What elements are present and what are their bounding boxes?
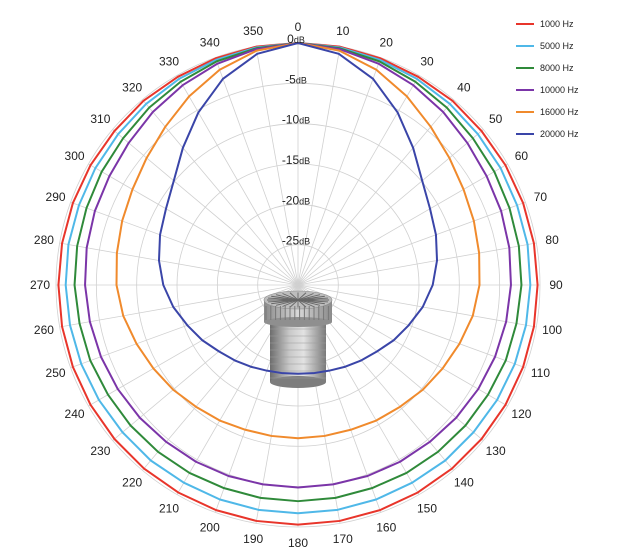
- series-lines: [57, 42, 539, 526]
- angle-tick-label: 160: [376, 520, 396, 534]
- legend: 1000 Hz 5000 Hz 8000 Hz 10000 Hz 16000 Hz 200…: [516, 19, 579, 139]
- radial-tick-label: -5dB: [285, 72, 307, 86]
- legend-label: 1000 Hz: [540, 19, 574, 29]
- angle-tick-label: 150: [417, 501, 437, 515]
- angular-grid-spoke: [112, 129, 299, 286]
- radial-tick-labels: 0dB -5dB -10dB -15dB -20dB -25dB: [282, 32, 310, 248]
- angle-tick-label: 0: [295, 20, 302, 34]
- angle-tick-label: 100: [542, 323, 562, 337]
- angular-grid-spoke: [297, 99, 454, 286]
- series-line: [64, 42, 532, 515]
- angle-tick-label: 120: [511, 407, 531, 421]
- angular-grid-spoke: [142, 99, 299, 286]
- angular-grid-spoke: [214, 57, 299, 286]
- series-line: [157, 42, 439, 375]
- angle-tick-label: 310: [90, 112, 110, 126]
- angle-tick-label: 180: [288, 536, 308, 550]
- angle-tick-label: 260: [34, 323, 54, 337]
- microphone-icon: [263, 290, 333, 388]
- angle-tick-label: 290: [46, 190, 66, 204]
- angular-grid-spoke: [297, 163, 508, 286]
- radial-tick-label: -25dB: [282, 234, 310, 248]
- angular-grid-spoke: [297, 284, 526, 369]
- angular-grid-spoke: [176, 75, 299, 286]
- radial-tick-label: 0dB: [287, 32, 305, 46]
- angular-grid-spoke: [88, 284, 299, 407]
- angle-tick-labels: 0 10 20 30 40 50 60 70 80 90 100 110 120 130 140 150 160…: [30, 20, 563, 550]
- angle-tick-label: 300: [65, 149, 85, 163]
- angular-grid-spoke: [70, 284, 299, 369]
- angular-grid-spoke: [297, 57, 382, 286]
- radial-tick-label: -15dB: [282, 153, 310, 167]
- angular-grid-spoke: [297, 46, 341, 286]
- angle-tick-label: 140: [454, 476, 474, 490]
- legend-label: 16000 Hz: [540, 107, 579, 117]
- series-line: [57, 42, 539, 526]
- angle-tick-label: 350: [243, 24, 263, 38]
- angle-tick-label: 20: [380, 36, 394, 50]
- angular-grid-spoke: [297, 129, 484, 286]
- angular-grid-spoke: [59, 284, 299, 328]
- radial-tick-label: -20dB: [282, 193, 310, 207]
- angle-tick-label: 340: [200, 36, 220, 50]
- angle-tick-label: 210: [159, 501, 179, 515]
- angular-grid-spoke: [297, 242, 537, 286]
- legend-label: 20000 Hz: [540, 129, 579, 139]
- angle-tick-label: 170: [333, 532, 353, 546]
- angle-tick-label: 70: [534, 190, 548, 204]
- angle-tick-label: 50: [489, 112, 503, 126]
- angular-grid-spoke: [297, 284, 508, 407]
- angular-grid-spoke: [297, 201, 526, 286]
- angular-grid: [56, 43, 540, 527]
- angle-tick-label: 270: [30, 278, 50, 292]
- angle-tick-label: 90: [549, 278, 563, 292]
- legend-label: 5000 Hz: [540, 41, 574, 51]
- angular-grid-spoke: [59, 242, 299, 286]
- angle-tick-label: 30: [420, 55, 434, 69]
- series-line: [73, 42, 523, 503]
- angle-tick-label: 60: [515, 149, 529, 163]
- angular-grid-spoke: [297, 284, 537, 328]
- angular-grid-spoke: [255, 46, 299, 286]
- angular-grid-spoke: [297, 75, 420, 286]
- legend-label: 8000 Hz: [540, 63, 574, 73]
- angle-tick-label: 200: [200, 520, 220, 534]
- angle-tick-label: 280: [34, 233, 54, 247]
- angle-tick-label: 320: [122, 80, 142, 94]
- angle-tick-label: 10: [336, 24, 350, 38]
- radial-tick-label: -10dB: [282, 113, 310, 127]
- angle-tick-label: 190: [243, 532, 263, 546]
- angular-grid-spoke: [70, 201, 299, 286]
- angular-grid-spoke: [88, 163, 299, 286]
- series-line: [115, 42, 481, 440]
- angle-tick-label: 240: [65, 407, 85, 421]
- angle-tick-label: 220: [122, 476, 142, 490]
- angle-tick-label: 80: [545, 233, 559, 247]
- angle-tick-label: 230: [90, 444, 110, 458]
- angle-tick-label: 250: [46, 366, 66, 380]
- angle-tick-label: 330: [159, 55, 179, 69]
- angle-tick-label: 110: [531, 366, 550, 380]
- series-line: [84, 42, 512, 489]
- angle-tick-label: 130: [486, 444, 506, 458]
- angle-tick-label: 40: [457, 80, 471, 94]
- legend-label: 10000 Hz: [540, 85, 579, 95]
